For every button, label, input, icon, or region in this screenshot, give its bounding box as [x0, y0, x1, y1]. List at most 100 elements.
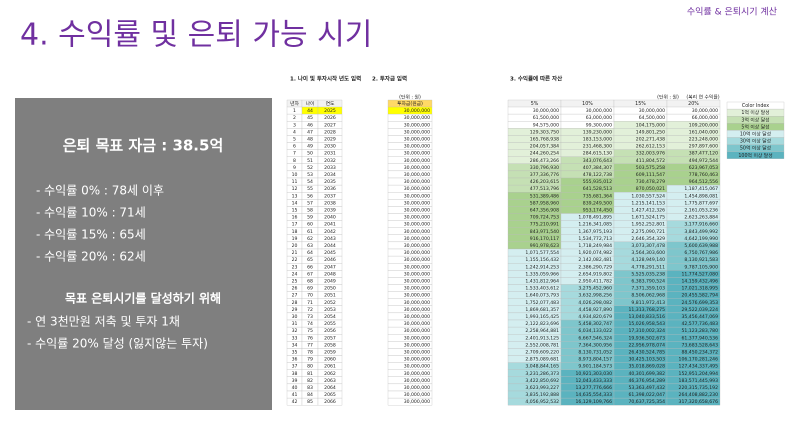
- asset-value: 503,575,258: [636, 165, 665, 171]
- table-cell-text: 28: [292, 300, 298, 306]
- table-cell-text: 51: [307, 158, 313, 164]
- table-cell-text: 12: [292, 186, 298, 192]
- table-cell-text: 59: [307, 215, 313, 221]
- asset-value: 99,300,000: [586, 122, 612, 128]
- asset-value: 70,637,725,354: [628, 399, 665, 405]
- table-cell-text: 35: [292, 349, 298, 355]
- table-cell-text: 47: [307, 129, 313, 135]
- asset-value: 5,525,035,238: [631, 271, 665, 277]
- table-cell-text: 2032: [324, 158, 336, 164]
- asset-value: 1,671,524,175: [631, 215, 665, 221]
- asset-value: 26,430,524,785: [628, 349, 665, 355]
- asset-value: 35,018,869,028: [628, 364, 665, 370]
- asset-value: 202,271,438: [636, 136, 665, 142]
- table-cell-text: 2033: [324, 165, 336, 171]
- asset-value: 3,623,993,227: [525, 385, 559, 391]
- table-cell-text: 2045: [324, 250, 336, 256]
- asset-value: 2,654,919,802: [578, 271, 612, 277]
- table-cell-text: 2053: [324, 307, 336, 313]
- asset-value: 2,646,354,329: [631, 236, 665, 242]
- asset-value: 4,934,820,679: [578, 314, 612, 320]
- table-cell-text: 38: [292, 371, 298, 377]
- table-cell-text: 2040: [324, 215, 336, 221]
- asset-value: 183,153,000: [583, 136, 612, 142]
- asset-value: 407,384,307: [583, 165, 612, 171]
- asset-value: 332,003,976: [636, 151, 665, 157]
- table-cell-text: 68: [307, 278, 313, 284]
- asset-value: 165,768,938: [530, 136, 559, 142]
- index-label: 50억 이상 달성: [740, 145, 771, 152]
- asset-value: 3,422,850,692: [525, 378, 559, 384]
- goal: 은퇴 목표 자금 : 38.5억: [63, 137, 224, 155]
- asset-value: 73,683,528,643: [681, 342, 718, 348]
- asset-value: 7,364,300,956: [578, 342, 612, 348]
- asset-unit: (단위 : 원): [657, 94, 679, 101]
- table-cell-text: 2050: [324, 286, 336, 292]
- table-cell-text: 84: [307, 392, 313, 398]
- asset-value: 1,367,975,193: [578, 229, 612, 235]
- asset-value: 204,057,384: [530, 144, 559, 150]
- table-cell: [666, 397, 721, 406]
- table-cell-text: 2037: [324, 193, 336, 199]
- table-cell-text: 66: [307, 264, 313, 270]
- asset-value: 4,026,298,082: [578, 300, 612, 306]
- table-cell-text: 55: [307, 186, 313, 192]
- table-cell-text: 2065: [324, 392, 336, 398]
- input-title-2: 2. 투자금 입력: [372, 75, 407, 83]
- asset-value: 3,231,286,373: [525, 371, 559, 377]
- asset-value: 66,000,000: [692, 115, 718, 121]
- amount: 30,000,000: [404, 264, 430, 270]
- table-cell-text: 2064: [324, 385, 336, 391]
- table-cell-text: 70: [307, 293, 313, 299]
- table-cell-text: 44: [307, 108, 313, 114]
- asset-value: 11,774,527,080: [681, 271, 718, 277]
- asset-value: 1,030,557,524: [631, 193, 665, 199]
- asset-value: 11,313,768,275: [628, 307, 665, 313]
- asset-value: 20,455,582,794: [681, 293, 718, 299]
- table-cell-text: 2028: [324, 129, 336, 135]
- table-cell-text: 56: [307, 193, 313, 199]
- amount: 30,000,000: [404, 392, 430, 398]
- index-label: 5억 이상 달성: [741, 123, 769, 130]
- index-label: 1억 이상 달성: [741, 109, 769, 116]
- table-cell-text: 2046: [324, 257, 336, 263]
- table-cell-text: 81: [307, 371, 313, 377]
- amount: 30,000,000: [404, 385, 430, 391]
- amount: 30,000,000: [404, 229, 430, 235]
- asset-value: 3,564,303,600: [631, 250, 665, 256]
- asset-value: 231,468,300: [583, 144, 612, 150]
- slide-tag: 수익률 & 은퇴시기 계산: [687, 6, 777, 18]
- asset-value: 64,500,000: [639, 115, 665, 121]
- table-cell-text: 2056: [324, 328, 336, 334]
- asset-value: 623,967,053: [689, 165, 718, 171]
- asset-value: 1,993,165,425: [525, 314, 559, 320]
- table-cell: [317, 397, 343, 406]
- asset-value: 10,921,303,030: [575, 371, 612, 377]
- table-cell-text: 31: [292, 321, 298, 327]
- table-cell-text: 2052: [324, 300, 336, 306]
- amount: 30,000,000: [404, 179, 430, 185]
- table-cell-text: 75: [307, 328, 313, 334]
- table-cell-text: 2051: [324, 293, 336, 299]
- amount: 30,000,000: [404, 243, 430, 249]
- asset-value: 40,301,699,382: [628, 371, 665, 377]
- table-cell-text: 64: [307, 250, 313, 256]
- asset-value: 778,760,463: [689, 172, 718, 178]
- table-cell-text: 24: [292, 271, 298, 277]
- asset-value: 1,427,412,326: [631, 207, 665, 213]
- table-cell-text: 1: [293, 108, 296, 114]
- index-label: 10억 이상 달성: [740, 130, 771, 137]
- table-cell-text: 2060: [324, 357, 336, 363]
- table-cell-text: 15: [292, 207, 298, 213]
- table-cell-text: 73: [307, 314, 313, 320]
- input-title: 1. 나이 및 투자시작 년도 입력: [290, 75, 361, 83]
- table-cell-text: 69: [307, 286, 313, 292]
- table-cell-text: 2041: [324, 222, 336, 228]
- table-cell-text: 11: [292, 179, 298, 185]
- asset-value: 1,952,252,801: [631, 222, 665, 228]
- table-cell-text: 2066: [324, 399, 336, 405]
- asset-value: 3,048,844,165: [525, 364, 559, 370]
- asset-value: 843,971,540: [530, 229, 559, 235]
- asset-value: 531,389,486: [530, 193, 559, 199]
- asset-value: 411,804,572: [636, 158, 665, 164]
